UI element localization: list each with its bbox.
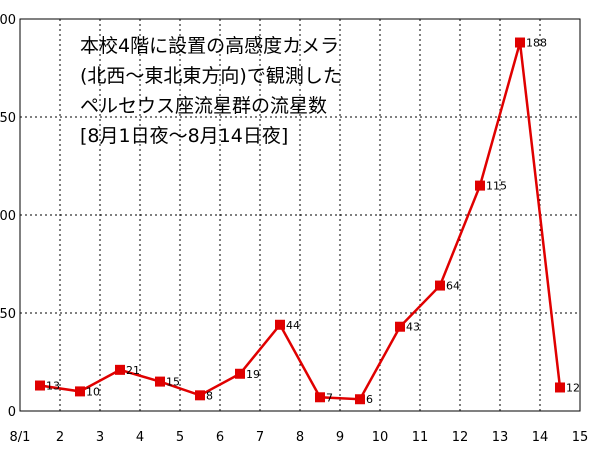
x-tick-label: 10 [372,430,389,445]
data-point-marker [35,380,45,391]
data-label: 6 [366,393,373,406]
data-point-marker [355,394,365,405]
data-point-marker [315,392,325,403]
data-label: 10 [86,385,100,398]
plot-frame [19,18,581,412]
data-label: 44 [286,319,300,332]
data-point-marker [195,390,205,401]
y-tick-label: 200 [0,13,16,28]
data-point-marker [475,180,485,191]
data-point-marker [395,321,405,332]
data-point-marker [155,376,165,387]
x-tick-label: 8/1 [10,430,31,445]
x-tick-label: 15 [572,430,589,445]
data-label: 12 [566,381,580,394]
data-label: 7 [326,391,333,404]
y-tick-label: 100 [0,209,16,224]
data-label: 13 [46,380,60,393]
data-point-marker [235,368,245,379]
x-tick-label: 5 [176,430,184,445]
data-label: 43 [406,321,420,334]
x-tick-label: 7 [256,430,264,445]
title-line-2: (北西～東北東方向)で観測した [80,65,342,87]
x-tick-label: 3 [96,430,104,445]
data-label: 115 [486,180,507,193]
x-tick-label: 11 [412,430,429,445]
data-point-marker [275,319,285,330]
data-point-marker [435,280,445,291]
chart-title: 本校4階に設置の高感度カメラ (北西～東北東方向)で観測した ペルセウス座流星群… [80,35,342,147]
x-tick-label: 14 [532,430,549,445]
data-label: 8 [206,389,213,402]
x-tick-label: 13 [492,430,509,445]
x-tick-label: 12 [452,430,469,445]
data-label: 188 [526,37,547,50]
x-tick-label: 8 [296,430,304,445]
title-line-4: [8月1日夜～8月14日夜] [80,125,288,147]
series-line [39,42,562,401]
data-label: 64 [446,280,460,293]
title-line-3: ペルセウス座流星群の流星数 [80,95,327,117]
title-line-1: 本校4階に設置の高感度カメラ [80,35,339,57]
data-label: 21 [126,364,140,377]
data-point-marker [115,364,125,375]
x-tick-label: 4 [136,430,144,445]
x-tick-label: 9 [336,430,344,445]
x-tick-label: 6 [216,430,224,445]
x-tick-label: 2 [56,430,64,445]
y-tick-label: 150 [0,111,16,126]
ticks-layer: 8/123456789101112131415050100150200 [0,13,588,445]
data-point-marker [75,386,85,397]
data-point-marker [555,382,565,393]
y-tick-label: 0 [8,405,16,420]
series-layer: 13 10 21 15 8 19 44 7 6 43 64 115 188 12 [35,37,580,406]
data-point-marker [515,37,525,48]
data-label: 19 [246,368,260,381]
y-tick-label: 50 [0,307,16,322]
data-label: 15 [166,376,180,389]
